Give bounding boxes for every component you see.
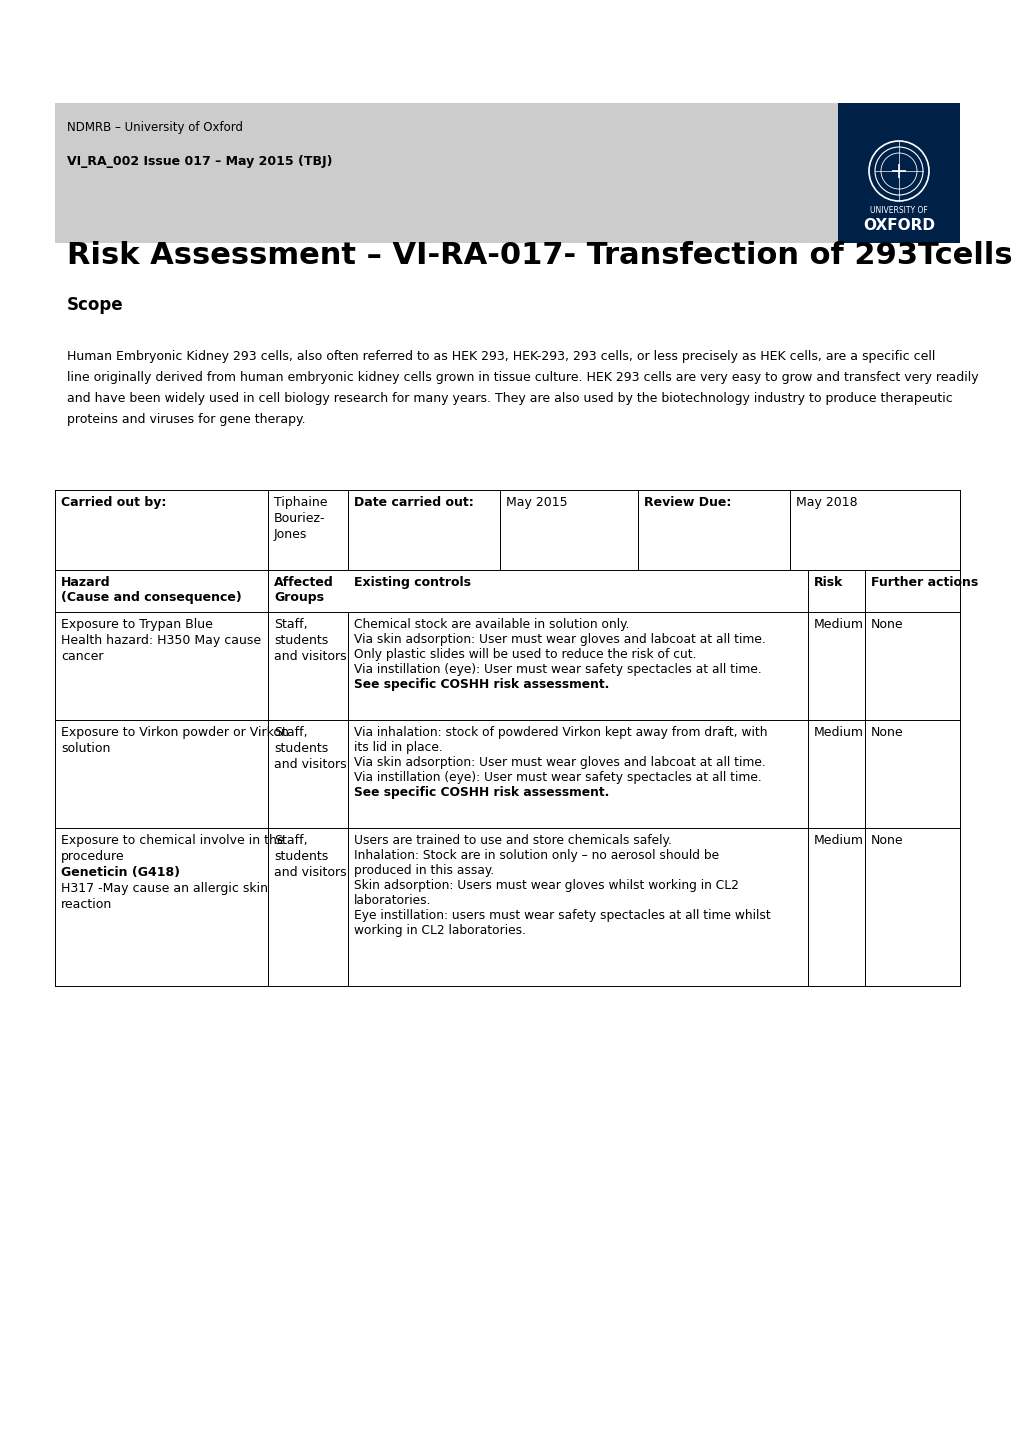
Text: Eye instillation: users must wear safety spectacles at all time whilst: Eye instillation: users must wear safety… [354,909,770,922]
Text: OXFORD: OXFORD [862,218,934,232]
Text: May 2015: May 2015 [505,496,567,509]
Text: solution: solution [61,742,110,755]
Text: Carried out by:: Carried out by: [61,496,166,509]
Text: None: None [870,618,903,631]
Text: students: students [274,633,328,646]
Text: Affected: Affected [274,576,333,589]
Text: Date carried out:: Date carried out: [354,496,473,509]
Text: procedure: procedure [61,850,124,863]
Text: Exposure to Virkon powder or Virkon: Exposure to Virkon powder or Virkon [61,726,288,739]
Text: Review Due:: Review Due: [643,496,731,509]
Text: and visitors: and visitors [274,649,346,662]
Text: Staff,: Staff, [274,834,308,847]
Text: Scope: Scope [67,296,123,315]
Text: NDMRB – University of Oxford: NDMRB – University of Oxford [67,121,243,134]
Text: students: students [274,742,328,755]
Text: Via instillation (eye): User must wear safety spectacles at all time.: Via instillation (eye): User must wear s… [354,662,761,675]
Text: Skin adsorption: Users must wear gloves whilst working in CL2: Skin adsorption: Users must wear gloves … [354,879,738,892]
Text: Geneticin (G418): Geneticin (G418) [61,866,179,879]
Text: Medium: Medium [813,618,863,631]
Text: Further actions: Further actions [870,576,977,589]
Text: laboratories.: laboratories. [354,895,431,908]
Text: produced in this assay.: produced in this assay. [354,864,494,877]
Text: Exposure to Trypan Blue: Exposure to Trypan Blue [61,618,213,631]
Bar [838,102,959,242]
Text: reaction: reaction [61,898,112,911]
Text: Medium: Medium [813,834,863,847]
Text: cancer: cancer [61,649,103,662]
Text: Hazard: Hazard [61,576,110,589]
Text: its lid in place.: its lid in place. [354,742,442,755]
Text: Chemical stock are available in solution only.: Chemical stock are available in solution… [354,618,629,631]
Text: Only plastic slides will be used to reduce the risk of cut.: Only plastic slides will be used to redu… [354,648,696,661]
Text: Via skin adsorption: User must wear gloves and labcoat at all time.: Via skin adsorption: User must wear glov… [354,633,765,646]
Text: May 2018: May 2018 [795,496,857,509]
Text: Via inhalation: stock of powdered Virkon kept away from draft, with: Via inhalation: stock of powdered Virkon… [354,726,766,739]
Text: VI_RA_002 Issue 017 – May 2015 (TBJ): VI_RA_002 Issue 017 – May 2015 (TBJ) [67,154,332,167]
Text: See specific COSHH risk assessment.: See specific COSHH risk assessment. [354,786,608,799]
Text: working in CL2 laboratories.: working in CL2 laboratories. [354,924,526,937]
Text: Staff,: Staff, [274,726,308,739]
Text: Via skin adsorption: User must wear gloves and labcoat at all time.: Via skin adsorption: User must wear glov… [354,756,765,769]
Text: UNIVERSITY OF: UNIVERSITY OF [869,206,927,215]
Text: and visitors: and visitors [274,866,346,879]
Text: Human Embryonic Kidney 293 cells, also often referred to as HEK 293, HEK-293, 29: Human Embryonic Kidney 293 cells, also o… [67,351,934,364]
Text: and have been widely used in cell biology research for many years. They are also: and have been widely used in cell biolog… [67,392,952,405]
Bar [55,102,838,242]
Text: Medium: Medium [813,726,863,739]
Text: Exposure to chemical involve in the: Exposure to chemical involve in the [61,834,284,847]
Text: Existing controls: Existing controls [354,576,471,589]
Text: Staff,: Staff, [274,618,308,631]
Text: proteins and viruses for gene therapy.: proteins and viruses for gene therapy. [67,413,306,426]
Text: (Cause and consequence): (Cause and consequence) [61,592,242,605]
Text: Risk Assessment – VI-RA-017- Transfection of 293Tcells: Risk Assessment – VI-RA-017- Transfectio… [67,241,1012,270]
Text: Tiphaine: Tiphaine [274,496,327,509]
Text: None: None [870,834,903,847]
Text: Inhalation: Stock are in solution only – no aerosol should be: Inhalation: Stock are in solution only –… [354,848,718,861]
Text: Risk: Risk [813,576,843,589]
Text: Users are trained to use and store chemicals safely.: Users are trained to use and store chemi… [354,834,672,847]
Text: See specific COSHH risk assessment.: See specific COSHH risk assessment. [354,678,608,691]
Text: students: students [274,850,328,863]
Text: H317 -May cause an allergic skin: H317 -May cause an allergic skin [61,882,268,895]
Text: Groups: Groups [274,592,324,605]
Text: Bouriez-: Bouriez- [274,512,325,525]
Text: and visitors: and visitors [274,758,346,771]
Text: Jones: Jones [274,528,307,541]
Text: None: None [870,726,903,739]
Text: line originally derived from human embryonic kidney cells grown in tissue cultur: line originally derived from human embry… [67,371,977,384]
Text: Health hazard: H350 May cause: Health hazard: H350 May cause [61,633,261,646]
Text: Via instillation (eye): User must wear safety spectacles at all time.: Via instillation (eye): User must wear s… [354,771,761,784]
